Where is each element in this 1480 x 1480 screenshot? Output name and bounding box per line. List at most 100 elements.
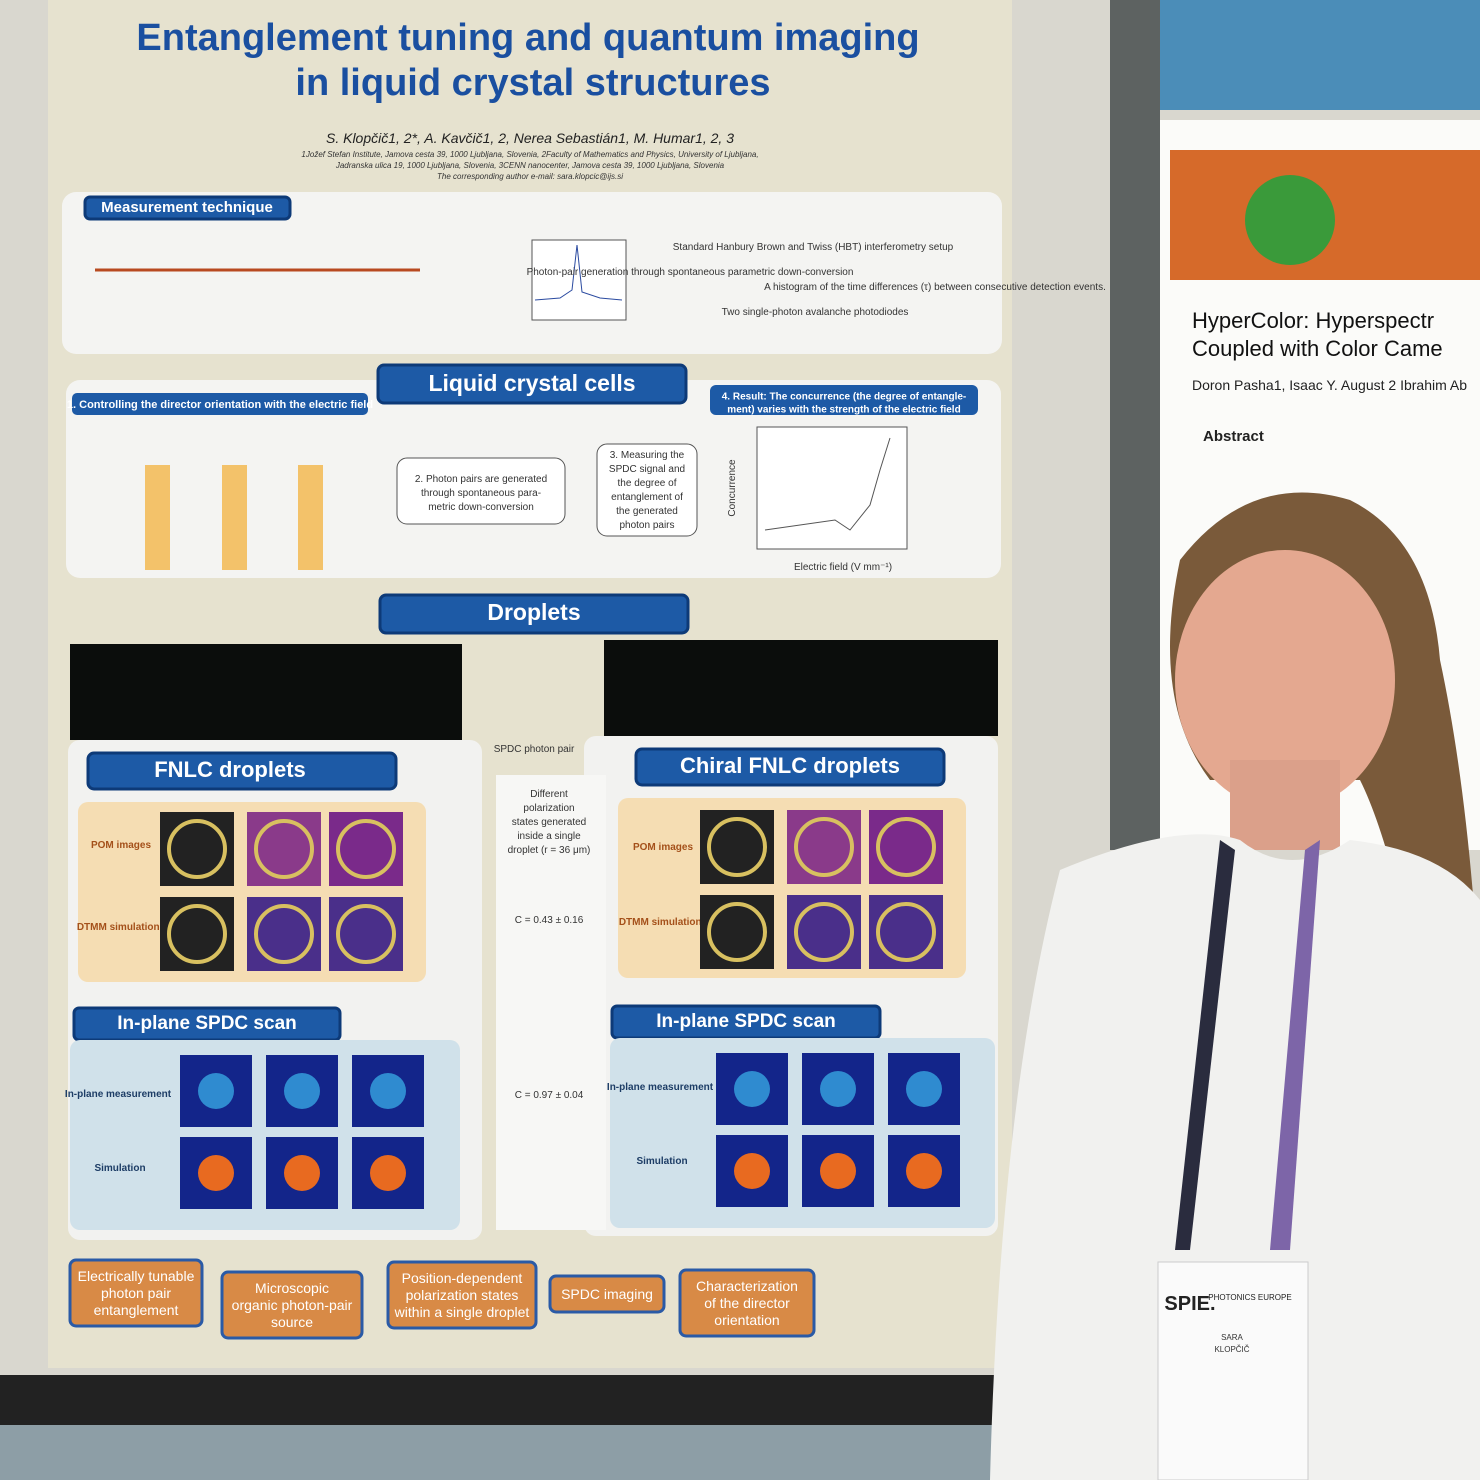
image-tile xyxy=(329,897,403,971)
scan-spot xyxy=(906,1153,942,1189)
label: Simulation xyxy=(636,1156,687,1167)
highlight-text: photon pair xyxy=(101,1285,171,1301)
note: Photon-pair generation through spontaneo… xyxy=(527,267,854,278)
image-droplet xyxy=(707,902,767,962)
image-droplet xyxy=(876,902,936,962)
title: in liquid crystal structures xyxy=(295,62,770,104)
caption: C = 0.43 ± 0.16 xyxy=(515,915,584,926)
scan-spot xyxy=(820,1071,856,1107)
highlight-box xyxy=(220,1270,364,1340)
scan-spot xyxy=(370,1073,406,1109)
scan-spot xyxy=(734,1153,770,1189)
side-authors: Doron Pasha1, Isaac Y. August 2 Ibrahim … xyxy=(1192,377,1467,393)
image-droplet xyxy=(794,817,854,877)
highlight-text: Microscopic xyxy=(255,1280,329,1296)
section-heading: In-plane SPDC scan xyxy=(117,1013,297,1034)
y-label: Concurrence xyxy=(727,459,738,517)
image-tiles xyxy=(160,810,943,971)
label: DTMM simulations xyxy=(619,917,708,928)
image-droplet xyxy=(707,817,767,877)
shirt xyxy=(990,834,1480,1480)
image-droplet xyxy=(254,904,314,964)
section-pill xyxy=(378,593,690,635)
highlight-box xyxy=(386,1260,538,1330)
affiliation: Jadranska ulica 19, 1000 Ljubljana, Slov… xyxy=(335,161,725,170)
badge-event: PHOTONICS EUROPE xyxy=(1208,1293,1291,1302)
image-tile xyxy=(869,895,943,969)
section-heading: In-plane SPDC scan xyxy=(656,1011,836,1032)
step-box xyxy=(596,443,698,537)
label: POM images xyxy=(633,842,693,853)
step-box xyxy=(396,457,566,525)
scan-spot xyxy=(906,1071,942,1107)
caption: SPDC photon pair xyxy=(494,744,575,755)
highlight-text: source xyxy=(271,1314,313,1330)
image-droplet xyxy=(167,819,227,879)
plot xyxy=(756,426,908,550)
scan-spot xyxy=(284,1155,320,1191)
label: In-plane measurement xyxy=(65,1089,172,1100)
molecule xyxy=(1245,175,1335,265)
note: A histogram of the time differences (τ) … xyxy=(764,282,1106,293)
highlight-box xyxy=(678,1268,816,1338)
highlight-text: SPDC imaging xyxy=(561,1286,653,1302)
caption: C = 0.97 ± 0.04 xyxy=(515,1090,584,1101)
highlight-text: within a single droplet xyxy=(394,1304,530,1320)
image-droplet xyxy=(254,819,314,879)
scan-tiles xyxy=(180,1053,960,1209)
step: 2. Photon pairs are generated xyxy=(415,474,547,485)
highlight-text: organic photon-pair xyxy=(232,1297,353,1313)
image-tile xyxy=(247,897,321,971)
image-tile xyxy=(700,895,774,969)
step: ment) varies with the strength of the el… xyxy=(727,405,960,416)
caption: inside a single xyxy=(517,831,581,842)
image-tile xyxy=(787,810,861,884)
window xyxy=(1160,0,1480,110)
section-heading: Liquid crystal cells xyxy=(428,370,635,396)
caption: states generated xyxy=(512,817,587,828)
image-droplet xyxy=(336,819,396,879)
section-heading: FNLC droplets xyxy=(154,757,306,782)
step: through spontaneous para- xyxy=(421,488,541,499)
step: 3. Measuring the xyxy=(610,450,685,461)
scan-spot xyxy=(820,1153,856,1189)
scan-spot xyxy=(734,1071,770,1107)
scan-spot xyxy=(198,1155,234,1191)
badge xyxy=(1157,1261,1309,1480)
step-pill xyxy=(710,385,978,415)
section-heading: Droplets xyxy=(487,599,580,625)
highlight-text: Electrically tunable xyxy=(78,1268,195,1284)
image xyxy=(70,644,462,740)
caption: polarization xyxy=(523,803,574,814)
note: Standard Hanbury Brown and Twiss (HBT) i… xyxy=(673,242,954,253)
image-tile xyxy=(787,895,861,969)
highlight-text: Position-dependent xyxy=(402,1270,523,1286)
side-title: HyperColor: Hyperspectr xyxy=(1192,308,1434,333)
side-title: Coupled with Color Came xyxy=(1192,336,1443,361)
highlight-box xyxy=(68,1258,204,1328)
image-tile xyxy=(160,897,234,971)
image-droplet xyxy=(336,904,396,964)
lc-cells xyxy=(145,465,323,570)
histogram xyxy=(531,239,627,321)
caption: Different xyxy=(530,789,568,800)
section-heading: Measurement technique xyxy=(101,199,273,216)
step: 1. Controlling the director orientation … xyxy=(67,399,373,411)
step: SPDC signal and xyxy=(609,464,685,475)
label: Simulation xyxy=(94,1163,145,1174)
x-label: Electric field (V mm⁻¹) xyxy=(794,562,892,573)
badge-name: SARA xyxy=(1221,1333,1243,1342)
label: DTMM simulations xyxy=(77,922,166,933)
section-pill xyxy=(86,751,398,791)
step: entanglement of xyxy=(611,492,683,503)
step-pill xyxy=(72,393,368,415)
title: Entanglement tuning and quantum imaging xyxy=(136,17,919,59)
affiliation: 1Jožef Stefan Institute, Jamova cesta 39… xyxy=(301,150,758,159)
highlight-text: of the director xyxy=(704,1295,790,1311)
image-droplet xyxy=(794,902,854,962)
step: metric down-conversion xyxy=(428,502,534,513)
cell xyxy=(222,465,247,570)
side-heading: Abstract xyxy=(1203,428,1264,445)
histogram-line xyxy=(534,244,623,301)
step: photon pairs xyxy=(619,520,674,531)
